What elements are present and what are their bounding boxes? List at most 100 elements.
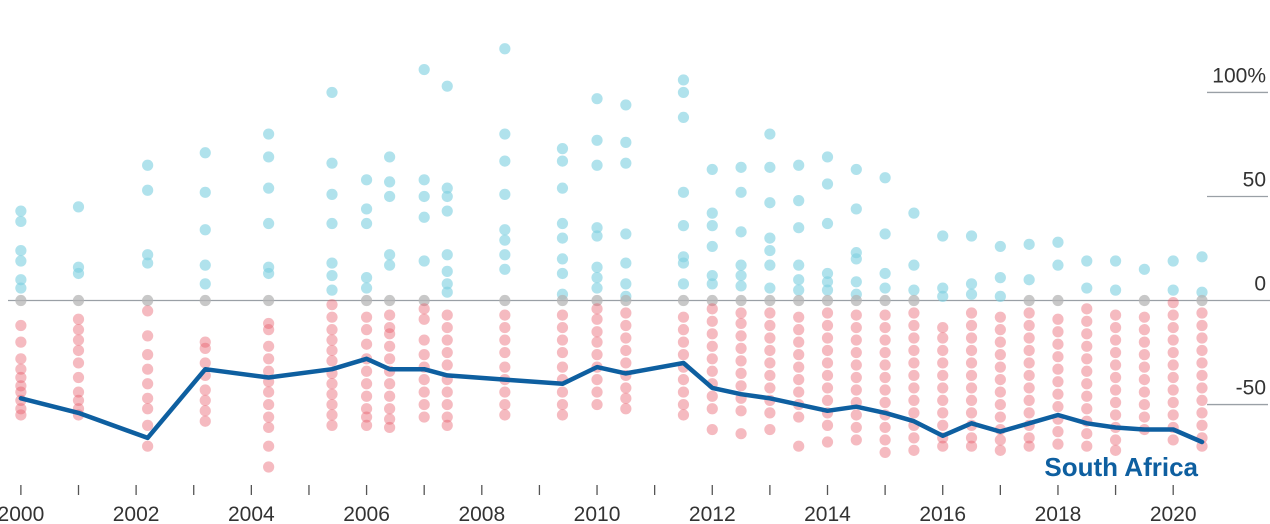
- data-dot: [384, 390, 396, 402]
- data-dot: [263, 461, 275, 473]
- data-dot: [706, 353, 718, 365]
- data-dot: [677, 349, 690, 361]
- data-dot: [821, 369, 834, 382]
- x-tick-label: 2002: [113, 503, 160, 524]
- data-dot: [908, 432, 920, 444]
- data-dot: [1052, 294, 1064, 307]
- data-dot: [263, 386, 275, 398]
- data-dot: [441, 419, 453, 431]
- data-dot: [326, 311, 338, 323]
- data-dot: [821, 332, 834, 344]
- data-dot: [263, 182, 275, 194]
- data-dot: [821, 217, 834, 230]
- data-dot: [821, 319, 834, 332]
- data-dot: [937, 332, 949, 344]
- data-dot: [15, 282, 27, 294]
- data-dot: [199, 259, 211, 271]
- data-dot: [994, 411, 1006, 423]
- data-dot: [199, 357, 211, 369]
- data-dot: [441, 321, 453, 334]
- data-dot: [360, 390, 373, 402]
- data-dot: [15, 353, 27, 365]
- data-dot: [15, 215, 27, 228]
- data-dot: [706, 365, 718, 377]
- data-dot: [879, 446, 891, 459]
- data-dot: [764, 369, 776, 382]
- data-dot: [418, 386, 430, 398]
- data-dot: [879, 371, 891, 384]
- data-dot: [821, 294, 834, 307]
- data-dot: [1196, 251, 1208, 263]
- data-dot: [1196, 357, 1208, 369]
- data-dot: [620, 382, 632, 394]
- data-dot: [1167, 297, 1179, 309]
- data-dot: [764, 244, 776, 257]
- data-dot: [441, 205, 453, 217]
- data-dot: [384, 378, 396, 390]
- data-dot: [556, 334, 569, 346]
- data-dot: [879, 309, 891, 321]
- data-dot: [326, 257, 338, 269]
- data-dot: [994, 434, 1006, 446]
- data-dot: [879, 267, 891, 280]
- data-dot: [620, 319, 632, 332]
- data-dot: [441, 286, 453, 298]
- data-dot: [821, 284, 834, 296]
- data-dot: [937, 369, 949, 382]
- data-dot: [15, 319, 27, 332]
- data-dot: [764, 332, 776, 344]
- data-dot: [142, 378, 154, 390]
- data-dot: [1167, 346, 1179, 359]
- data-dot: [908, 444, 920, 456]
- data-dot: [263, 353, 275, 365]
- data-dot: [850, 371, 862, 384]
- data-dot: [620, 357, 632, 369]
- data-dot: [994, 374, 1006, 386]
- data-dot: [142, 159, 154, 171]
- data-dot: [1023, 319, 1035, 332]
- data-dot: [1023, 369, 1035, 382]
- data-dot: [1109, 309, 1122, 321]
- data-dot: [591, 294, 603, 307]
- data-dot: [499, 249, 511, 261]
- data-dot: [591, 134, 603, 146]
- data-dot: [937, 290, 949, 302]
- data-dot: [1109, 284, 1122, 296]
- data-dot: [677, 336, 690, 348]
- data-dot: [908, 332, 920, 344]
- data-dot: [1167, 384, 1179, 396]
- data-dot: [142, 419, 154, 431]
- data-dot: [326, 269, 338, 282]
- data-dot: [821, 357, 834, 369]
- data-dot: [1167, 396, 1179, 409]
- data-dot: [764, 259, 776, 271]
- data-dot: [199, 336, 211, 348]
- data-dot: [72, 267, 85, 280]
- data-dot: [677, 111, 690, 123]
- data-dot: [15, 371, 27, 384]
- data-dot: [965, 432, 978, 444]
- data-dot: [1052, 236, 1064, 248]
- data-dot: [937, 321, 949, 334]
- data-dot: [384, 321, 396, 334]
- data-dot: [850, 434, 862, 446]
- data-dot: [263, 267, 275, 280]
- data-dot: [72, 324, 85, 336]
- data-dot: [1138, 361, 1150, 373]
- data-dot: [360, 311, 373, 323]
- data-dot: [793, 374, 805, 386]
- data-dot: [1109, 359, 1122, 371]
- data-dot: [1167, 309, 1179, 321]
- data-dot: [556, 267, 569, 280]
- data-dot: [1052, 438, 1064, 450]
- data-dot: [764, 319, 776, 332]
- grid-layer: [8, 91, 1270, 406]
- data-dot: [1167, 255, 1179, 267]
- data-dot: [965, 440, 978, 452]
- data-dot: [360, 411, 373, 423]
- data-dot: [418, 174, 430, 186]
- data-dot: [1196, 440, 1208, 452]
- data-dot: [263, 151, 275, 163]
- data-dot: [499, 263, 511, 275]
- data-dot: [499, 398, 511, 411]
